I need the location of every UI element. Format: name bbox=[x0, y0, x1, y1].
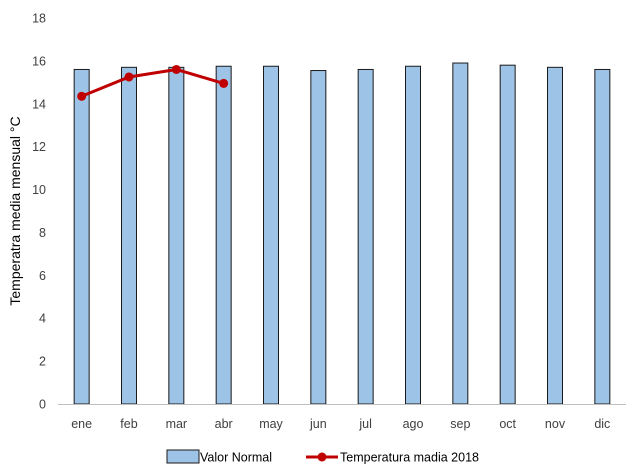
line-point-abr bbox=[219, 78, 229, 88]
bar-jun bbox=[310, 70, 327, 405]
line-point-ene bbox=[77, 91, 87, 101]
bar-mar bbox=[168, 66, 185, 405]
bar-sep bbox=[452, 62, 469, 405]
y-axis-title: Temperatra media mensual °C bbox=[7, 116, 23, 305]
bar-may bbox=[263, 65, 279, 405]
y-tick-label: 18 bbox=[32, 12, 46, 26]
y-tick-label: 10 bbox=[32, 183, 46, 197]
legend-marker-temperatura-2018 bbox=[317, 452, 327, 462]
bar-series-valor-normal bbox=[73, 62, 611, 405]
y-tick-label: 6 bbox=[39, 269, 46, 283]
y-tick-labels: 0 2 4 6 8 10 12 14 16 18 bbox=[32, 12, 46, 412]
x-tick-label-ago: ago bbox=[403, 417, 424, 431]
legend-label-valor-normal: Valor Normal bbox=[200, 451, 272, 465]
x-tick-label-abr: abr bbox=[215, 417, 233, 431]
x-tick-label-sep: sep bbox=[450, 417, 470, 431]
x-tick-label-dic: dic bbox=[594, 417, 610, 431]
bar-abr bbox=[215, 65, 232, 405]
legend: Valor Normal Temperatura madia 2018 bbox=[166, 449, 479, 465]
x-tick-label-nov: nov bbox=[545, 417, 566, 431]
x-tick-label-feb: feb bbox=[120, 417, 137, 431]
x-tick-label-jul: jul bbox=[358, 417, 372, 431]
x-tick-label-jun: jun bbox=[309, 417, 327, 431]
y-tick-label: 12 bbox=[32, 140, 46, 154]
bar-ene bbox=[73, 68, 90, 405]
x-tick-label-oct: oct bbox=[499, 417, 516, 431]
line-point-feb bbox=[124, 72, 134, 82]
y-tick-label: 2 bbox=[39, 355, 46, 369]
y-tick-label: 4 bbox=[39, 312, 46, 326]
bar-ago bbox=[405, 65, 421, 405]
bar-oct bbox=[499, 64, 516, 405]
x-tick-label-mar: mar bbox=[166, 417, 188, 431]
bar-feb bbox=[121, 66, 137, 405]
line-series-temperatura-2018 bbox=[77, 64, 229, 101]
legend-label-temperatura-2018: Temperatura madia 2018 bbox=[340, 451, 479, 465]
y-tick-label: 14 bbox=[32, 97, 46, 111]
y-tick-label: 8 bbox=[39, 226, 46, 240]
y-tick-label: 16 bbox=[32, 54, 46, 68]
line-point-mar bbox=[171, 64, 181, 74]
bar-jul bbox=[357, 68, 374, 405]
bar-nov bbox=[547, 66, 563, 405]
x-tick-labels: ene feb mar abr may jun jul ago sep oct nov dic bbox=[71, 417, 610, 431]
legend-swatch-valor-normal bbox=[166, 449, 200, 464]
bar-dic bbox=[594, 68, 611, 405]
x-tick-label-ene: ene bbox=[71, 417, 92, 431]
x-tick-label-may: may bbox=[259, 417, 283, 431]
y-tick-label: 0 bbox=[39, 398, 46, 412]
line-path bbox=[80, 67, 226, 98]
